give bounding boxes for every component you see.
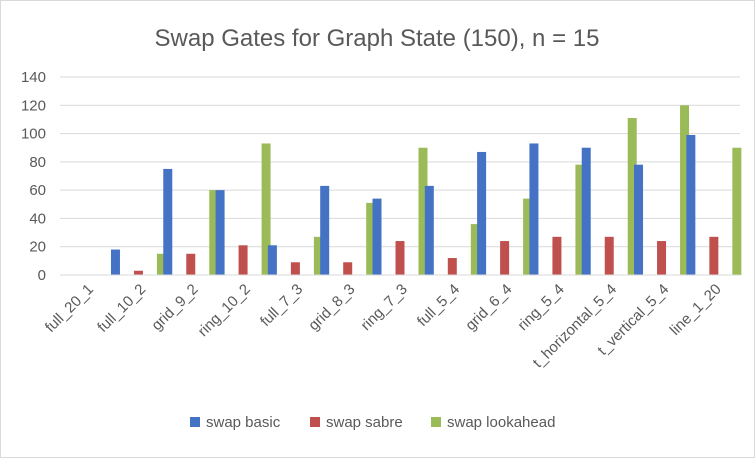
bar-swap-lookahead (366, 202, 376, 275)
bar-swap-sabre (447, 258, 457, 275)
x-tick-label: line_1_20 (667, 281, 725, 339)
y-tick-label: 0 (38, 267, 46, 284)
bar-swap-basic (372, 198, 382, 275)
bar-swap-sabre (290, 262, 300, 275)
legend-label: swap basic (206, 414, 281, 431)
bar-swap-lookahead (418, 147, 428, 275)
y-tick-label: 60 (29, 182, 46, 199)
legend: swap basic swap sabre swap lookahead (190, 414, 555, 431)
x-tick-label: ring_10_2 (195, 281, 254, 340)
x-tick-label: grid_9_2 (148, 281, 201, 334)
x-tick-label: full_10_2 (94, 281, 149, 336)
bar-swap-sabre (133, 270, 143, 275)
y-tick-label: 80 (29, 154, 46, 171)
y-tick-label: 120 (21, 97, 46, 114)
bar-swap-basic (110, 249, 120, 275)
bar-swap-lookahead (209, 190, 219, 275)
bar-swap-sabre (500, 241, 510, 275)
y-tick-label: 140 (21, 69, 46, 86)
bar-swap-lookahead (261, 143, 271, 275)
x-tick-label: full_7_3 (257, 281, 306, 330)
bar-swap-sabre (709, 236, 719, 275)
bar-swap-sabre (604, 236, 614, 275)
bar-swap-lookahead (575, 164, 585, 275)
x-tick-label: full_20_1 (42, 281, 97, 336)
legend-swatch (431, 417, 441, 427)
x-tick-label: full_5_4 (414, 281, 463, 330)
x-tick-label: ring_5_4 (514, 281, 567, 334)
bar-swap-sabre (343, 262, 353, 275)
gridlines (60, 76, 740, 248)
bar-swap-basic (581, 147, 591, 275)
bar-swap-lookahead (470, 224, 480, 275)
bar-swap-sabre (657, 241, 667, 275)
y-axis: 0 20 40 60 80 100 120 140 (21, 69, 46, 284)
bar-swap-lookahead (313, 236, 323, 275)
bar-swap-basic (424, 185, 434, 275)
x-tick-label: grid_8_3 (305, 281, 358, 334)
bar-swap-basic (215, 190, 225, 275)
legend-swatch (190, 417, 200, 427)
bar-swap-lookahead (627, 118, 637, 275)
y-tick-label: 40 (29, 210, 46, 227)
bar-swap-lookahead (680, 105, 690, 276)
bar-swap-lookahead (523, 198, 533, 275)
bar-swap-lookahead (732, 147, 742, 275)
bar-swap-sabre (238, 245, 248, 275)
legend-label: swap sabre (326, 414, 403, 431)
y-tick-label: 100 (21, 126, 46, 143)
chart-title: Swap Gates for Graph State (150), n = 15 (155, 25, 600, 52)
legend-label: swap lookahead (447, 414, 555, 431)
bar-swap-lookahead (156, 253, 166, 275)
bar-swap-sabre (186, 253, 196, 275)
bar-swap-sabre (395, 241, 405, 275)
x-tick-label: grid_6_4 (462, 281, 515, 334)
bar-swap-basic (163, 168, 173, 275)
x-tick-label: ring_7_3 (358, 281, 411, 334)
y-tick-label: 20 (29, 239, 46, 256)
bar-swap-basic (320, 185, 330, 275)
bar-swap-sabre (552, 236, 562, 275)
bar-swap-basic (686, 134, 696, 275)
bar-swap-basic (634, 164, 644, 275)
bar-swap-basic (477, 151, 487, 275)
bar-swap-basic (529, 143, 539, 275)
bar-swap-basic (267, 245, 277, 275)
legend-swatch (310, 417, 320, 427)
bars (110, 105, 742, 276)
